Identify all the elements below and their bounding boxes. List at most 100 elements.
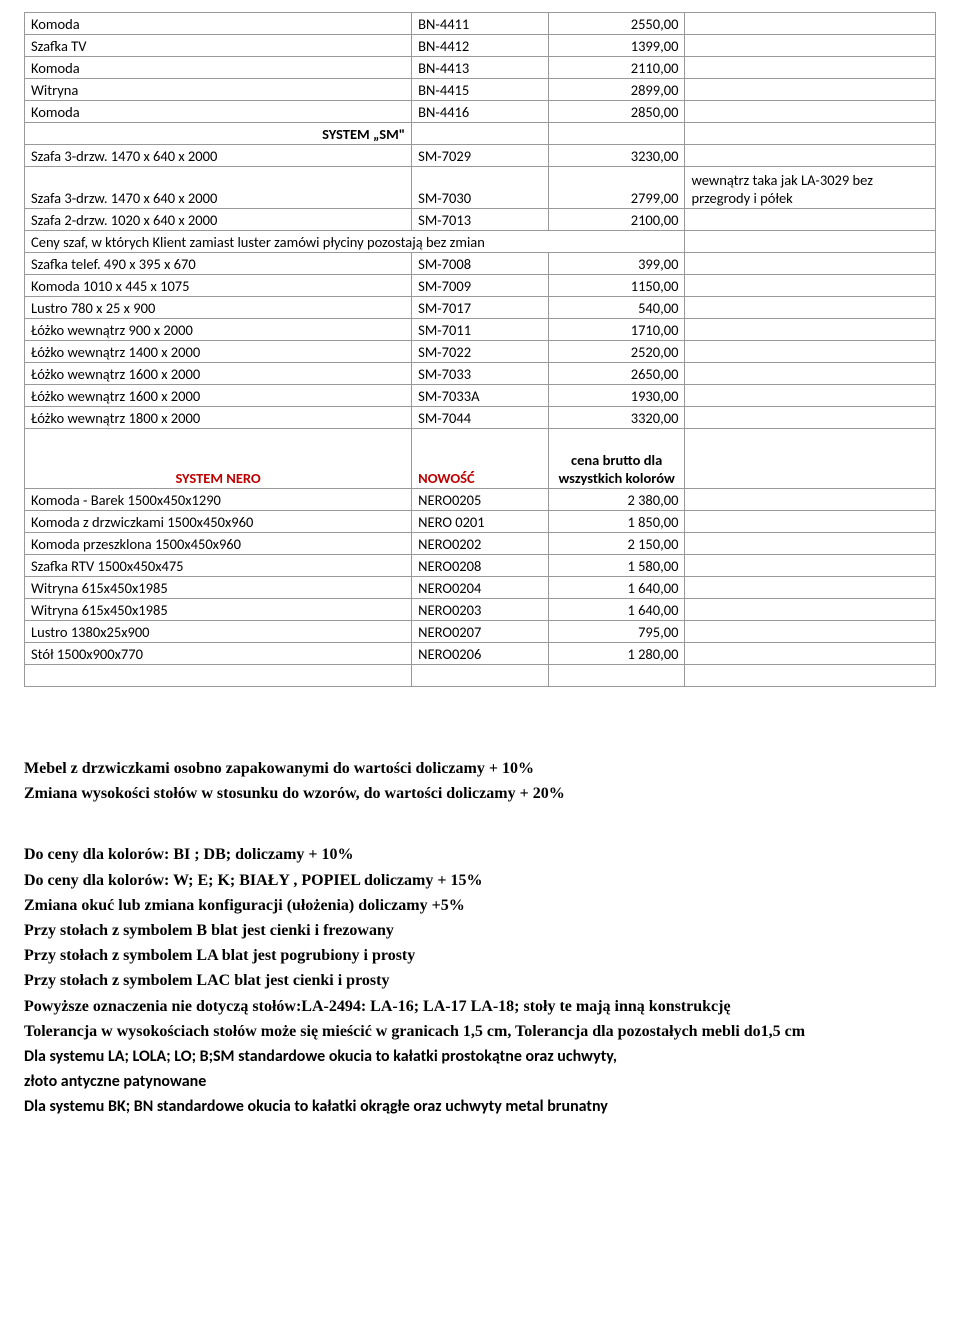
cell-description: Szafka TV — [25, 35, 412, 57]
cell-code: SM-7009 — [412, 275, 549, 297]
note-line: Do ceny dla kolorów: BI ; DB; doliczamy … — [24, 843, 936, 866]
cell-code: SM-7033A — [412, 385, 549, 407]
cell-code: SM-7030 — [412, 167, 549, 209]
cell-price: 1 640,00 — [548, 577, 685, 599]
cell-note — [685, 363, 936, 385]
table-row: Szafka RTV 1500x450x475NERO02081 580,00 — [25, 555, 936, 577]
cell-code: SM-7011 — [412, 319, 549, 341]
cell-code: SM-7008 — [412, 253, 549, 275]
cell-code: BN-4412 — [412, 35, 549, 57]
table-row: SYSTEM NERONOWOŚĆcena brutto dla wszystk… — [25, 429, 936, 489]
note-line: Dla systemu BK; BN standardowe okucia to… — [24, 1095, 936, 1118]
table-row: Ceny szaf, w których Klient zamiast lust… — [25, 231, 936, 253]
cell-code: NERO0204 — [412, 577, 549, 599]
cell-code: NERO0203 — [412, 599, 549, 621]
cell-price: 2100,00 — [548, 209, 685, 231]
note-line: Mebel z drzwiczkami osobno zapakowanymi … — [24, 757, 936, 780]
note-line: Zmiana okuć lub zmiana konfiguracji (uło… — [24, 894, 936, 917]
cell-note — [685, 665, 936, 687]
note-line: Do ceny dla kolorów: W; E; K; BIAŁY , PO… — [24, 869, 936, 892]
cell-note — [685, 341, 936, 363]
cell-code: NERO0205 — [412, 489, 549, 511]
cell-note — [685, 209, 936, 231]
table-row: Witryna 615x450x1985NERO02031 640,00 — [25, 599, 936, 621]
table-row: Witryna 615x450x1985NERO02041 640,00 — [25, 577, 936, 599]
cell-price: 795,00 — [548, 621, 685, 643]
cell-price: 1150,00 — [548, 275, 685, 297]
cell-description: Stół 1500x900x770 — [25, 643, 412, 665]
note-line: Przy stołach z symbolem B blat jest cien… — [24, 919, 936, 942]
cell-note — [685, 35, 936, 57]
cell-price: 399,00 — [548, 253, 685, 275]
cell-note — [685, 297, 936, 319]
system-header: SYSTEM „SM" — [25, 123, 412, 145]
system-header: SYSTEM NERO — [25, 429, 412, 489]
cell-code: NERO0206 — [412, 643, 549, 665]
note-line: Zmiana wysokości stołów w stosunku do wz… — [24, 782, 936, 805]
cell-note — [685, 489, 936, 511]
cell-price: 3230,00 — [548, 145, 685, 167]
cell-price-header: cena brutto dla wszystkich kolorów — [548, 429, 685, 489]
table-row: Łóżko wewnątrz 1600 x 2000SM-70332650,00 — [25, 363, 936, 385]
table-row: Szafa 2-drzw. 1020 x 640 x 2000SM-701321… — [25, 209, 936, 231]
note-line: Powyższe oznaczenia nie dotyczą stołów:L… — [24, 995, 936, 1018]
cell-code: BN-4411 — [412, 13, 549, 35]
cell-code: NERO0208 — [412, 555, 549, 577]
table-row: Łóżko wewnątrz 1800 x 2000SM-70443320,00 — [25, 407, 936, 429]
cell-description: Witryna — [25, 79, 412, 101]
table-row: Komoda przeszklona 1500x450x960NERO02022… — [25, 533, 936, 555]
cell-price: 3320,00 — [548, 407, 685, 429]
cell-price: 2 150,00 — [548, 533, 685, 555]
cell-description: Szafka RTV 1500x450x475 — [25, 555, 412, 577]
cell-description: Łóżko wewnątrz 900 x 2000 — [25, 319, 412, 341]
table-row: Szafka TVBN-44121399,00 — [25, 35, 936, 57]
table-row: WitrynaBN-44152899,00 — [25, 79, 936, 101]
price-table: KomodaBN-44112550,00Szafka TVBN-44121399… — [24, 12, 936, 687]
table-row: Komoda - Barek 1500x450x1290NERO02052 38… — [25, 489, 936, 511]
cell-price: 2520,00 — [548, 341, 685, 363]
cell-description: Łóżko wewnątrz 1600 x 2000 — [25, 363, 412, 385]
cell-note — [685, 533, 936, 555]
cell-description: Komoda 1010 x 445 x 1075 — [25, 275, 412, 297]
cell-note — [685, 555, 936, 577]
cell-description: Szafa 3-drzw. 1470 x 640 x 2000 — [25, 145, 412, 167]
cell-price: 1 580,00 — [548, 555, 685, 577]
table-row — [25, 665, 936, 687]
cell-description: Komoda — [25, 57, 412, 79]
cell-price: 2650,00 — [548, 363, 685, 385]
cell-description: Komoda przeszklona 1500x450x960 — [25, 533, 412, 555]
cell-note — [685, 429, 936, 489]
cell-price: 2850,00 — [548, 101, 685, 123]
table-row: Komoda 1010 x 445 x 1075SM-70091150,00 — [25, 275, 936, 297]
cell-price — [548, 665, 685, 687]
cell-note — [685, 621, 936, 643]
cell-note — [685, 101, 936, 123]
cell-note — [685, 123, 936, 145]
table-row: SYSTEM „SM" — [25, 123, 936, 145]
table-row: KomodaBN-44162850,00 — [25, 101, 936, 123]
cell-description: Lustro 1380x25x900 — [25, 621, 412, 643]
cell-note — [685, 577, 936, 599]
cell-note — [685, 275, 936, 297]
cell-price: 1 280,00 — [548, 643, 685, 665]
cell-price: 2550,00 — [548, 13, 685, 35]
table-row: Łóżko wewnątrz 1400 x 2000SM-70222520,00 — [25, 341, 936, 363]
cell-price: 2 380,00 — [548, 489, 685, 511]
note-line: Przy stołach z symbolem LAC blat jest ci… — [24, 969, 936, 992]
cell-description: Szafka telef. 490 x 395 x 670 — [25, 253, 412, 275]
cell-code: NERO 0201 — [412, 511, 549, 533]
cell-price: 1710,00 — [548, 319, 685, 341]
table-row: KomodaBN-44132110,00 — [25, 57, 936, 79]
note-line: Przy stołach z symbolem LA blat jest pog… — [24, 944, 936, 967]
cell-description: Łóżko wewnątrz 1600 x 2000 — [25, 385, 412, 407]
cell-description: Komoda — [25, 13, 412, 35]
cell-code — [412, 123, 549, 145]
cell-note — [685, 407, 936, 429]
cell-note — [685, 385, 936, 407]
cell-code: SM-7044 — [412, 407, 549, 429]
cell-code: BN-4416 — [412, 101, 549, 123]
cell-description: Lustro 780 x 25 x 900 — [25, 297, 412, 319]
table-row: Lustro 1380x25x900NERO0207795,00 — [25, 621, 936, 643]
cell-note — [685, 57, 936, 79]
cell-note — [685, 231, 936, 253]
